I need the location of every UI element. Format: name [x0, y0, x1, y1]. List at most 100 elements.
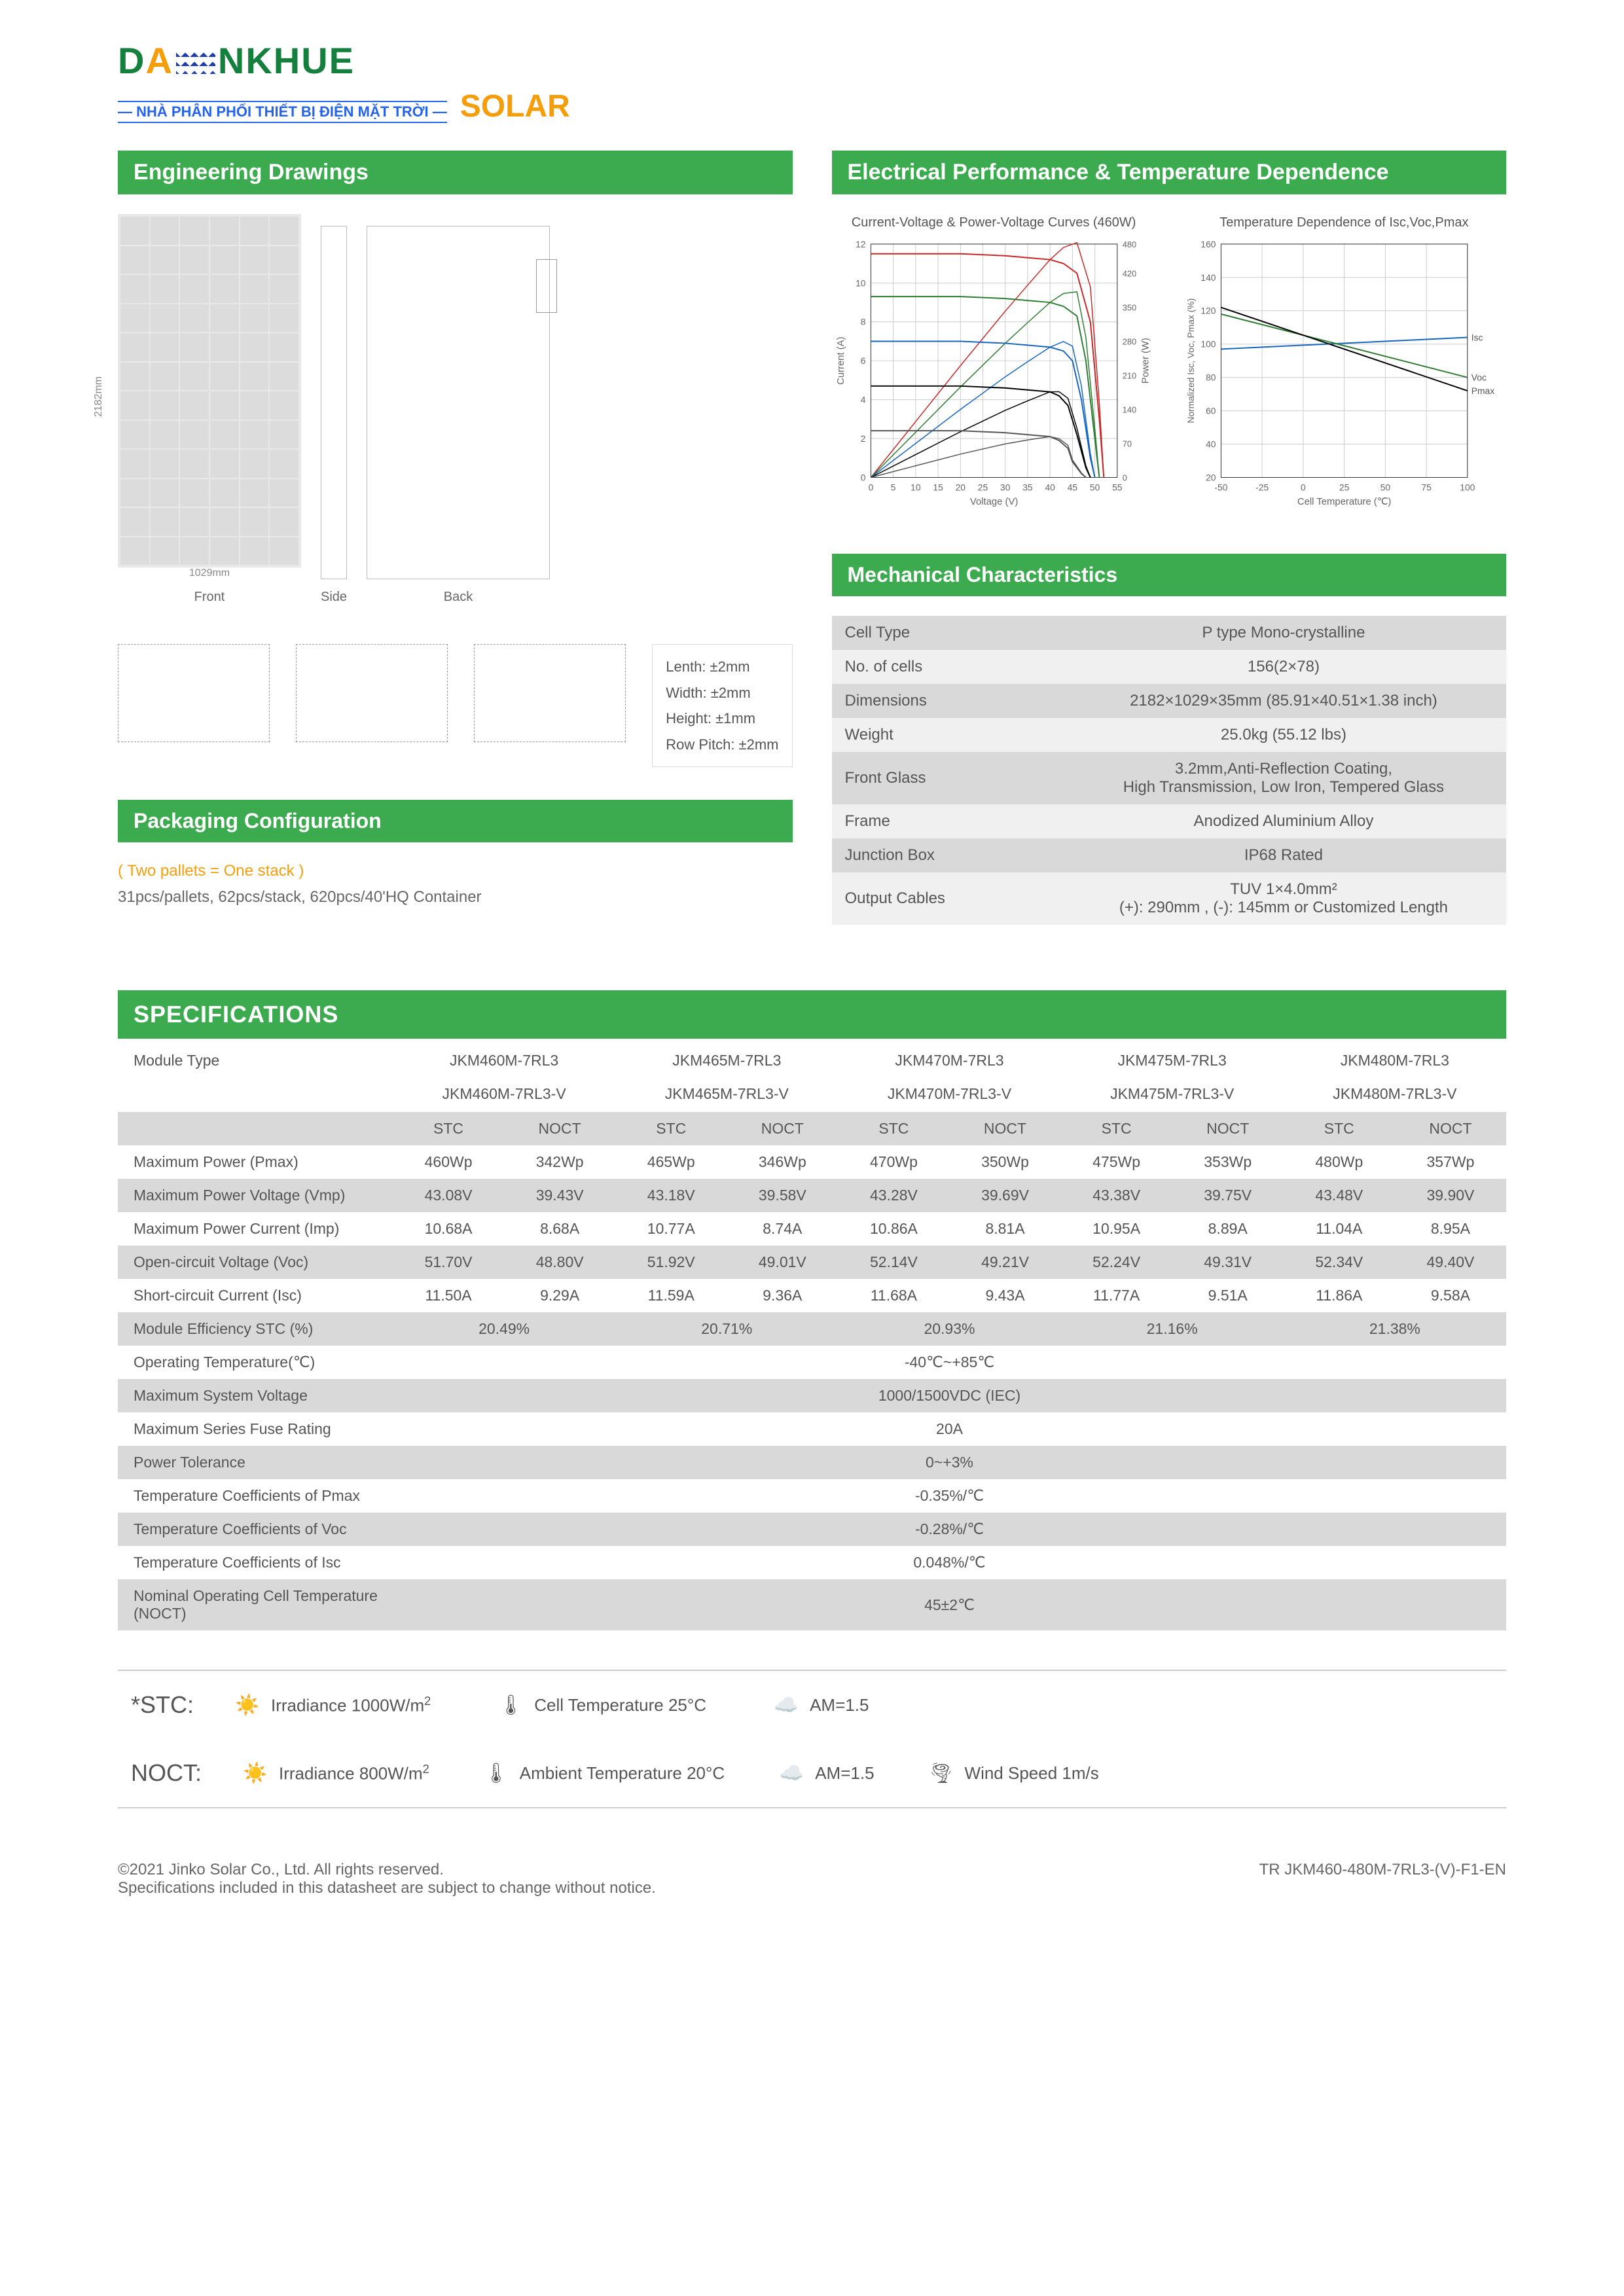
mech-header: Mechanical Characteristics — [832, 554, 1507, 596]
tolerance-box: Lenth: ±2mm Width: ±2mm Height: ±1mm Row… — [652, 644, 792, 767]
svg-text:35: 35 — [1022, 482, 1033, 492]
cond-item: ☁️ AM=1.5 — [777, 1759, 874, 1787]
cond-icon: 🌡 — [496, 1691, 525, 1719]
svg-text:30: 30 — [1000, 482, 1011, 492]
panel-back — [367, 226, 550, 579]
conditions-block: *STC: ☀️Irradiance 1000W/m2🌡Cell Tempera… — [118, 1670, 1506, 1808]
svg-text:Normalized Isc, Voc, Pmax (%): Normalized Isc, Voc, Pmax (%) — [1185, 298, 1196, 423]
svg-text:0: 0 — [1301, 482, 1306, 492]
svg-text:Power (W): Power (W) — [1140, 338, 1151, 384]
cond-text: AM=1.5 — [815, 1763, 874, 1784]
iv-chart-title: Current-Voltage & Power-Voltage Curves (… — [832, 214, 1156, 231]
svg-text:100: 100 — [1200, 339, 1216, 350]
cond-icon: ☀️ — [233, 1691, 262, 1719]
cond-item: 🌡Ambient Temperature 20°C — [482, 1759, 725, 1787]
cond-icon: ☀️ — [241, 1759, 270, 1787]
svg-text:160: 160 — [1200, 239, 1216, 249]
svg-text:480: 480 — [1122, 240, 1136, 249]
svg-text:50: 50 — [1089, 482, 1100, 492]
temp-chart-block: Temperature Dependence of Isc,Voc,Pmax -… — [1182, 214, 1506, 514]
footer-code: TR JKM460-480M-7RL3-(V)-F1-EN — [1259, 1861, 1506, 1897]
mech-row: Junction BoxIP68 Rated — [832, 838, 1507, 872]
svg-text:0: 0 — [860, 472, 865, 482]
panel-front — [118, 214, 301, 567]
temp-chart-title: Temperature Dependence of Isc,Voc,Pmax — [1182, 214, 1506, 231]
svg-text:20: 20 — [1206, 472, 1216, 482]
mech-row: FrameAnodized Aluminium Alloy — [832, 804, 1507, 838]
svg-text:70: 70 — [1122, 439, 1131, 448]
footer-copyright: ©2021 Jinko Solar Co., Ltd. All rights r… — [118, 1861, 656, 1879]
svg-text:-50: -50 — [1214, 482, 1227, 492]
svg-text:Current (A): Current (A) — [835, 336, 846, 384]
engineering-drawings-section: Engineering Drawings 2182mm 1029mm Front… — [118, 151, 793, 925]
tol-width: Width: ±2mm — [666, 680, 778, 706]
panel-side — [321, 226, 347, 579]
svg-text:Pmax: Pmax — [1471, 386, 1494, 396]
svg-text:6: 6 — [860, 355, 865, 366]
svg-text:420: 420 — [1122, 268, 1136, 278]
mech-row: Weight25.0kg (55.12 lbs) — [832, 718, 1507, 752]
footer: ©2021 Jinko Solar Co., Ltd. All rights r… — [118, 1861, 1506, 1897]
mech-row: Output CablesTUV 1×4.0mm² (+): 290mm , (… — [832, 872, 1507, 925]
svg-text:0: 0 — [1122, 473, 1127, 482]
svg-text:50: 50 — [1380, 482, 1390, 492]
cond-text: Irradiance 1000W/m2 — [271, 1695, 431, 1716]
small-drawing-3 — [474, 644, 626, 742]
svg-text:25: 25 — [977, 482, 988, 492]
svg-text:Voc: Voc — [1471, 372, 1487, 383]
pack-detail: 31pcs/pallets, 62pcs/stack, 620pcs/40'HQ… — [118, 888, 793, 906]
noct-label: NOCT: — [131, 1759, 202, 1787]
cond-icon: 🌡 — [482, 1759, 511, 1787]
pack-note: ( Two pallets = One stack ) — [118, 862, 793, 880]
small-drawing-1 — [118, 644, 270, 742]
elec-header: Electrical Performance & Temperature Dep… — [832, 151, 1507, 194]
cond-item: ☁️AM=1.5 — [772, 1691, 869, 1719]
svg-text:45: 45 — [1067, 482, 1077, 492]
dim-height: 2182mm — [93, 376, 105, 417]
mech-row: No. of cells156(2×78) — [832, 650, 1507, 684]
cond-item: 🌪Wind Speed 1m/s — [927, 1759, 1099, 1787]
svg-text:55: 55 — [1112, 482, 1123, 492]
cond-icon: ☁️ — [777, 1759, 806, 1787]
svg-text:140: 140 — [1200, 272, 1216, 283]
svg-text:60: 60 — [1206, 406, 1216, 416]
back-label: Back — [367, 590, 550, 605]
small-drawing-2 — [296, 644, 448, 742]
svg-text:10: 10 — [911, 482, 921, 492]
front-label: Front — [118, 590, 301, 605]
eng-header: Engineering Drawings — [118, 151, 793, 194]
svg-text:2: 2 — [860, 433, 865, 444]
logo-solar: SOLAR — [460, 88, 570, 124]
cond-item: ☀️ Irradiance 1000W/m2 — [233, 1691, 431, 1719]
logo-block: DANKHUE — NHÀ PHÂN PHỐI THIẾT BỊ ĐIỆN MẶ… — [118, 39, 1506, 124]
cond-icon: 🌪 — [927, 1759, 956, 1787]
svg-text:-25: -25 — [1255, 482, 1269, 492]
svg-text:40: 40 — [1045, 482, 1055, 492]
spec-table: Module TypeJKM460M-7RL3JKM465M-7RL3JKM47… — [118, 1039, 1506, 1630]
mech-row: Dimensions2182×1029×35mm (85.91×40.51×1.… — [832, 684, 1507, 718]
svg-text:5: 5 — [890, 482, 895, 492]
tol-rowpitch: Row Pitch: ±2mm — [666, 732, 778, 758]
svg-text:Cell Temperature (℃): Cell Temperature (℃) — [1297, 497, 1391, 507]
svg-text:210: 210 — [1122, 370, 1136, 380]
iv-chart-block: Current-Voltage & Power-Voltage Curves (… — [832, 214, 1156, 514]
spec-header: SPECIFICATIONS — [118, 990, 1506, 1039]
side-label: Side — [321, 590, 347, 605]
svg-text:12: 12 — [856, 239, 866, 249]
svg-text:280: 280 — [1122, 336, 1136, 346]
tol-height: Height: ±1mm — [666, 706, 778, 732]
svg-text:120: 120 — [1200, 306, 1216, 316]
svg-text:80: 80 — [1206, 372, 1216, 383]
specifications-section: SPECIFICATIONS Module TypeJKM460M-7RL3JK… — [118, 990, 1506, 1630]
svg-text:100: 100 — [1460, 482, 1475, 492]
svg-text:0: 0 — [868, 482, 873, 492]
pack-header: Packaging Configuration — [118, 800, 793, 842]
temp-chart: -50-25025507510020406080100120140160180I… — [1182, 238, 1506, 510]
logo-tagline: — NHÀ PHÂN PHỐI THIẾT BỊ ĐIỆN MẶT TRỜI — — [118, 101, 447, 123]
mech-row: Cell TypeP type Mono-crystalline — [832, 616, 1507, 650]
svg-text:350: 350 — [1122, 302, 1136, 312]
svg-text:4: 4 — [860, 395, 865, 405]
cond-text: Irradiance 800W/m2 — [279, 1763, 429, 1784]
svg-text:140: 140 — [1122, 404, 1136, 414]
stc-label: *STC: — [131, 1691, 194, 1719]
